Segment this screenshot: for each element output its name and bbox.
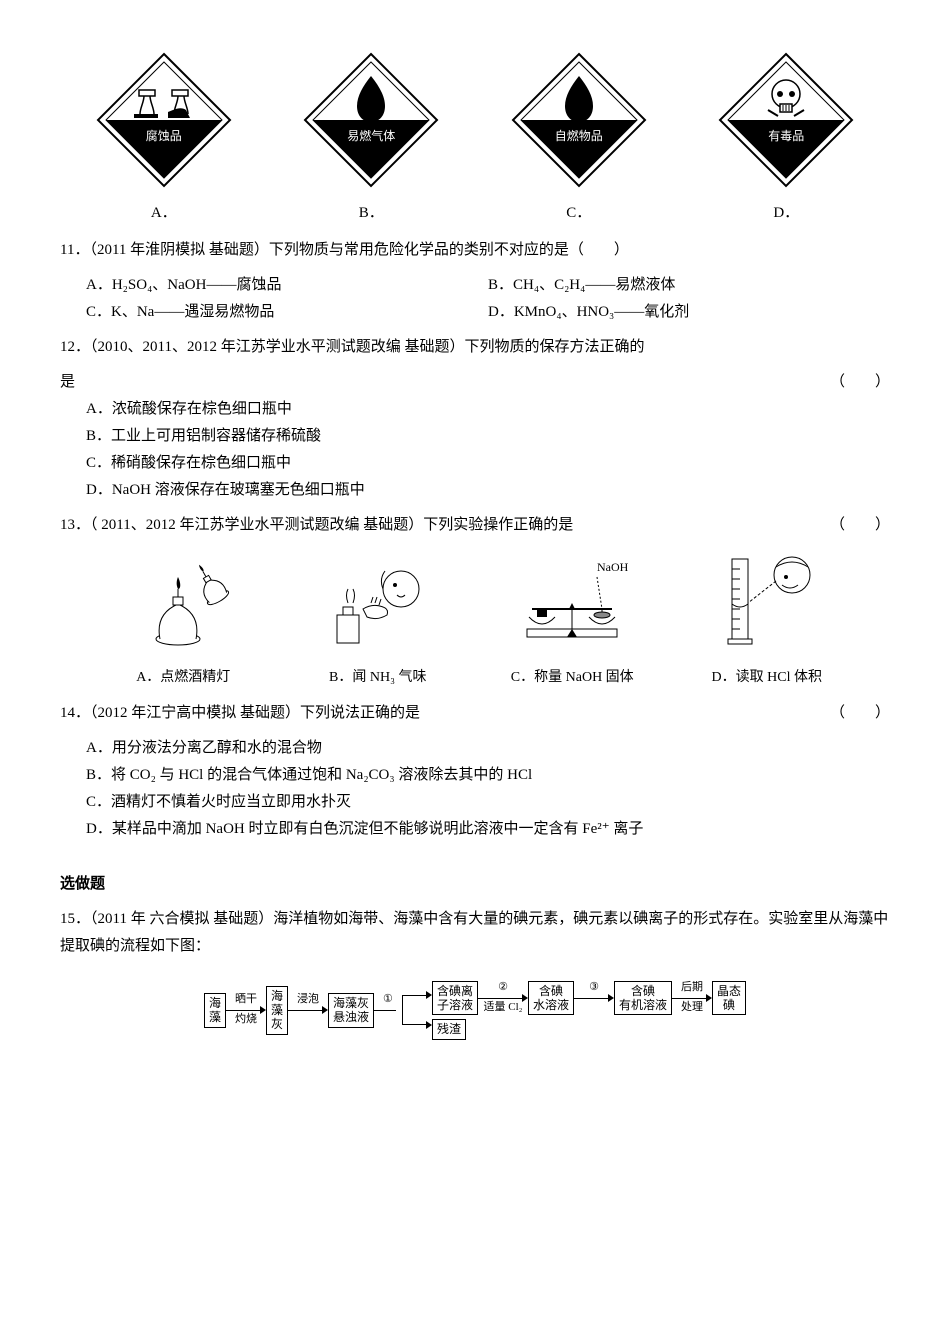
hazard-option-row: A． B． C． D． [60,200,890,227]
q12-c: C．稀硝酸保存在棕色细口瓶中 [60,450,890,477]
hazard-label: 有毒品 [716,126,856,148]
q14-b: B．将 CO₂ 与 HCl 的混合气体通过饱和 Na₂CO₃ 溶液除去其中的 H… [60,762,890,789]
q-stem: （2011 年 六合模拟 基础题）海洋植物如海带、海藻中含有大量的碘元素，碘元素… [60,911,888,954]
answer-paren: （ ） [830,700,890,727]
read-volume-icon [712,549,822,649]
q11-d: D．KMnO₄、HNO₃——氧化剂 [488,299,890,326]
q12-b: B．工业上可用铝制容器储存稀硫酸 [60,423,890,450]
hazard-corrosive: 腐蚀品 [94,50,234,190]
hazard-flammable-gas: 易燃气体 [301,50,441,190]
hazard-icon-row: 腐蚀品 易燃气体 自燃物品 [60,50,890,190]
q11-c: C．K、Na——遇湿易燃物品 [86,299,488,326]
q14-c: C．酒精灯不慎着火时应当立即用水扑灭 [60,789,890,816]
q12-line2: 是 （ ） [60,369,890,396]
q13-img-d: D．读取 HCl 体积 [670,549,865,690]
naoh-label: NaOH [597,560,629,574]
hazard-diamond-icon [509,50,649,190]
answer-paren: （ ） [830,512,890,539]
hazard-diamond-icon [301,50,441,190]
hazard-diamond-icon [716,50,856,190]
hazard-option-b: B． [301,200,441,227]
hazard-label: 易燃气体 [301,126,441,148]
answer-paren: （ ） [830,369,890,396]
flow-box-1: 海 藻 [204,993,226,1028]
q14-a: A．用分液法分离乙醇和水的混合物 [60,735,890,762]
q13-cap-b: B．闻 NH₃ 气味 [281,665,476,690]
q-number: 11． [60,242,89,258]
hazard-diamond-icon [94,50,234,190]
q11-b: B．CH₄、C₂H₄——易燃液体 [488,272,890,299]
hazard-toxic: 有毒品 [716,50,856,190]
q-number: 12． [60,339,90,355]
q-stem-tail: 是 [60,369,75,396]
q13-images: A．点燃酒精灯 B．闻 NH₃ 气味 NaOH [86,549,864,690]
q13-cap-d: D．读取 HCl 体积 [670,665,865,690]
q-number: 13． [60,517,90,533]
q13-cap-a: A．点燃酒精灯 [86,665,281,690]
flow-box-3: 海藻灰 悬浊液 [328,993,374,1028]
q-number: 14． [60,705,90,721]
flow-box-5: 含碘 水溶液 [528,981,574,1016]
q11-a: A．H₂SO₄、NaOH——腐蚀品 [86,272,488,299]
flow-box-2: 海 藻 灰 [266,986,288,1035]
q11-options: A．H₂SO₄、NaOH——腐蚀品 B．CH₄、C₂H₄——易燃液体 [60,272,890,299]
section-title: 选做题 [60,871,890,898]
q-stem: （2010、2011、2012 年江苏学业水平测试题改编 基础题）下列物质的保存… [90,339,644,355]
hazard-option-d: D． [716,200,856,227]
q13-cap-c: C．称量 NaOH 固体 [475,665,670,690]
q11-options-2: C．K、Na——遇湿易燃物品 D．KMnO₄、HNO₃——氧化剂 [60,299,890,326]
hazard-spontaneous: 自燃物品 [509,50,649,190]
flow-box-7: 晶态 碘 [712,981,746,1016]
hazard-option-a: A． [94,200,234,227]
q-stem: （ 2011、2012 年江苏学业水平测试题改编 基础题）下列实验操作正确的是 [90,517,573,533]
hazard-option-c: C． [509,200,649,227]
q-number: 15． [60,911,90,927]
flow-split [402,980,432,1040]
smell-gas-icon [323,559,433,649]
question-12: 12．（2010、2011、2012 年江苏学业水平测试题改编 基础题）下列物质… [60,334,890,361]
flow-stack: 含碘离 子溶液 ② 适量 Cl₂ 含碘 水溶液 ③ 含碘 有机溶液 后期 处理 … [432,981,746,1040]
q12-a: A．浓硫酸保存在棕色细口瓶中 [60,396,890,423]
question-13: 13．（ 2011、2012 年江苏学业水平测试题改编 基础题）下列实验操作正确… [60,512,890,539]
flow-box-4b: 残渣 [432,1019,466,1039]
flow-box-4a: 含碘离 子溶液 [432,981,478,1016]
q-stem: （2012 年江宁高中模拟 基础题）下列说法正确的是 [90,705,420,721]
flow-box-6: 含碘 有机溶液 [614,981,672,1016]
question-11: 11．（2011 年淮阴模拟 基础题）下列物质与常用危险化学品的类别不对应的是（… [60,237,890,264]
hazard-label: 自燃物品 [509,126,649,148]
hazard-label: 腐蚀品 [94,126,234,148]
balance-icon: NaOH [497,559,647,649]
question-15: 15．（2011 年 六合模拟 基础题）海洋植物如海带、海藻中含有大量的碘元素，… [60,906,890,960]
q-stem: （2011 年淮阴模拟 基础题）下列物质与常用危险化学品的类别不对应的是（ ） [89,242,628,258]
flowchart: 海 藻 晒干 灼烧 海 藻 灰 浸泡 海藻灰 悬浊液 ① 含碘离 子溶液 ② 适… [60,980,890,1040]
q12-d: D．NaOH 溶液保存在玻璃塞无色细口瓶中 [60,477,890,504]
q13-img-c: NaOH C．称量 NaOH 固体 [475,559,670,690]
question-14: 14．（2012 年江宁高中模拟 基础题）下列说法正确的是 （ ） [60,700,890,727]
q13-img-b: B．闻 NH₃ 气味 [281,559,476,690]
q14-d: D．某样品中滴加 NaOH 时立即有白色沉淀但不能够说明此溶液中一定含有 Fe²… [60,816,890,843]
alcohol-lamp-icon [133,559,233,649]
q13-img-a: A．点燃酒精灯 [86,559,281,690]
